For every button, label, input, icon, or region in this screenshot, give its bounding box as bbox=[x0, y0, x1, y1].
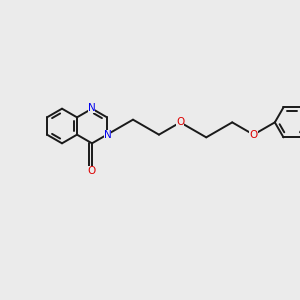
Text: N: N bbox=[103, 130, 111, 140]
Text: O: O bbox=[88, 166, 96, 176]
Text: O: O bbox=[249, 130, 258, 140]
Text: N: N bbox=[88, 103, 95, 113]
Text: O: O bbox=[176, 117, 184, 128]
